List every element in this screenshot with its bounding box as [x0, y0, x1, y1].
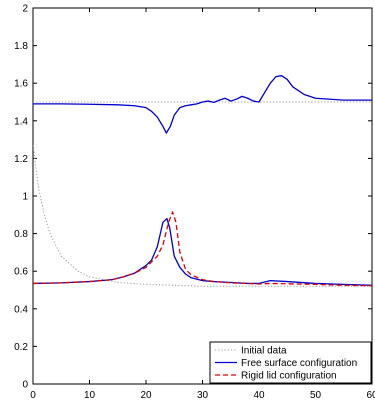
- y-tick-label: 1.4: [14, 116, 28, 127]
- legend-label-initial-data: Initial data: [241, 346, 287, 357]
- series-line-rigid-lid-configuration: [33, 211, 372, 287]
- plot-area: 0 10 20 30 40 50 60 0 0.2 0.4 0.6 0.8 1 1.2 1.4 1.6 1.8 2: [14, 4, 375, 402]
- x-tick-label: 30: [197, 390, 209, 401]
- series-line-free-surface-configuration: [33, 217, 372, 286]
- y-tick-label: 1.6: [14, 79, 28, 90]
- x-tick-label: 0: [30, 390, 36, 401]
- y-tick-label: 0.6: [14, 267, 28, 278]
- y-tick-label: 0.2: [14, 342, 28, 353]
- legend-label-rigid-lid-configuration: Rigid lid configuration: [241, 371, 337, 382]
- y-tick-label: 0: [22, 380, 28, 391]
- x-tick-label: 50: [310, 390, 322, 401]
- y-tick-label: 0.4: [14, 304, 28, 315]
- series-line-initial-data: [33, 145, 372, 287]
- axes-frame: [32, 7, 373, 385]
- x-tick-label: 40: [253, 390, 265, 401]
- y-tick-label: 1.8: [14, 41, 28, 52]
- y-tick-label: 2: [22, 4, 28, 15]
- series-group: [33, 75, 372, 287]
- y-tick-label: 0.8: [14, 229, 28, 240]
- y-tick-label: 1: [22, 192, 28, 203]
- x-tick-label: 60: [366, 390, 375, 401]
- legend-label-free-surface-configuration: Free surface configuration: [241, 358, 357, 369]
- series-line-free-surface-configuration: [33, 75, 372, 134]
- x-tick-label: 10: [84, 390, 96, 401]
- y-tick-label: 1.2: [14, 154, 28, 165]
- x-tick-label: 20: [140, 390, 152, 401]
